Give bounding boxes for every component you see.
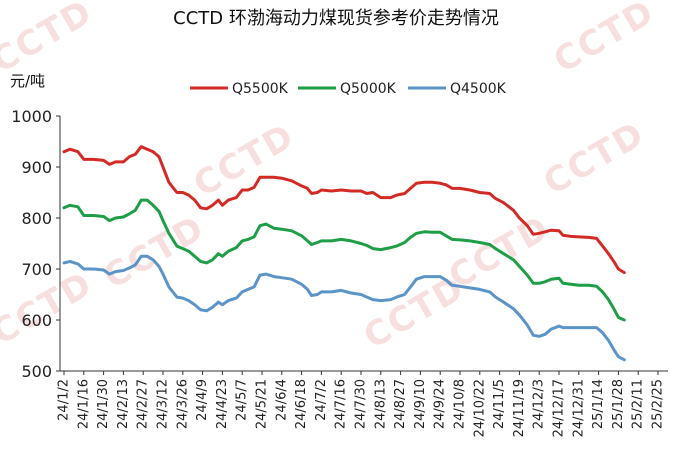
x-tick-label-15: 24/7/30 — [354, 379, 369, 429]
x-tick-label-22: 24/11/5 — [492, 379, 507, 429]
series-line-q5000k — [62, 198, 626, 322]
watermark-3: CCTD — [537, 114, 652, 203]
watermark-0: CCTD — [0, 0, 100, 81]
x-tick-label-16: 24/8/13 — [373, 379, 388, 429]
x-tick-label-24: 24/12/3 — [532, 379, 547, 429]
y-tick-label-3: 800 — [21, 209, 52, 228]
x-tick-label-6: 24/3/26 — [175, 379, 190, 429]
x-tick-label-28: 25/1/28 — [611, 379, 626, 429]
x-tick-label-17: 24/8/27 — [393, 379, 408, 429]
x-tick-label-18: 24/9/10 — [413, 379, 428, 429]
series-line-q4500k — [62, 254, 626, 362]
watermark-1: CCTD — [547, 0, 662, 81]
x-tick-label-26: 24/12/31 — [571, 379, 586, 437]
x-tick-label-19: 24/9/24 — [433, 379, 448, 429]
x-tick-label-0: 24/1/2 — [57, 379, 72, 421]
series-line-q5500k — [62, 145, 626, 275]
x-tick-label-7: 24/4/9 — [195, 379, 210, 421]
x-tick-label-12: 24/6/18 — [294, 379, 309, 429]
x-tick-label-29: 25/2/11 — [631, 379, 646, 429]
y-tick-label-5: 1000 — [11, 107, 52, 126]
x-tick-label-25: 24/12/17 — [552, 379, 567, 437]
y-axis-ticks: 500 600 700 800 900 1000 — [11, 107, 60, 381]
x-tick-label-23: 24/11/19 — [512, 379, 527, 437]
x-tick-label-8: 24/4/23 — [215, 379, 230, 429]
x-tick-label-13: 24/7/2 — [314, 379, 329, 421]
chart-title: CCTD 环渤海动力煤现货参考价走势情况 — [173, 8, 499, 29]
x-tick-label-30: 25/2/25 — [651, 379, 666, 429]
legend: Q5500K Q5000K Q4500K — [190, 81, 507, 97]
legend-label-q5000k: Q5000K — [340, 81, 397, 97]
x-tick-label-9: 24/5/7 — [235, 379, 250, 421]
x-tick-label-10: 24/5/21 — [255, 379, 270, 429]
x-tick-label-5: 24/3/12 — [156, 379, 171, 429]
legend-label-q5500k: Q5500K — [232, 81, 289, 97]
y-tick-label-2: 700 — [21, 260, 52, 279]
series-layer — [62, 145, 626, 362]
x-tick-label-4: 24/2/27 — [136, 379, 151, 429]
x-tick-label-3: 24/2/13 — [116, 379, 131, 429]
y-tick-label-0: 500 — [21, 362, 52, 381]
x-tick-label-21: 24/10/22 — [472, 379, 487, 437]
x-tick-label-11: 24/6/4 — [274, 379, 289, 421]
x-tick-label-1: 24/1/16 — [76, 379, 91, 429]
x-tick-label-2: 24/1/30 — [96, 379, 111, 429]
x-tick-label-20: 24/10/8 — [453, 379, 468, 429]
y-axis-label: 元/吨 — [10, 72, 45, 90]
watermark-4: CCTD — [97, 208, 212, 297]
watermark-2: CCTD — [187, 116, 302, 205]
x-tick-label-27: 25/1/14 — [591, 379, 606, 429]
y-tick-label-1: 600 — [21, 311, 52, 330]
x-axis-ticks: 24/1/2 24/1/16 24/1/30 24/2/13 24/2/27 24/3/1… — [57, 371, 666, 437]
legend-label-q4500k: Q4500K — [450, 81, 507, 97]
x-tick-label-14: 24/7/16 — [334, 379, 349, 429]
y-tick-label-4: 900 — [21, 158, 52, 177]
